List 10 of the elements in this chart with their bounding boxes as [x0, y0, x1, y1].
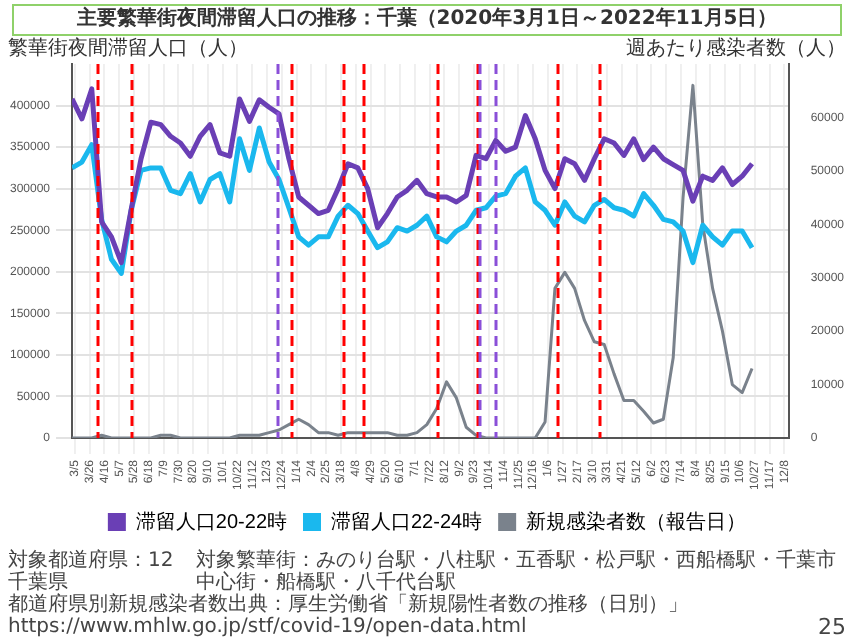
text: 都道府県別新規感染者数出典：厚生労働省「新規陽性者数の推移（日別）」https://www.mhlw.go.jp/stf/covid-19/open-data.html [8, 594, 690, 638]
legend-label: 滞留人口22-24時 [331, 509, 483, 534]
text: 25 [818, 614, 846, 640]
text: 対象都道府県：12 千葉県 [8, 550, 174, 594]
y2-axis-title: 週あたり感染者数（人） [626, 38, 846, 60]
legend-label: 滞留人口20-22時 [135, 509, 287, 534]
chart-title: 主要繁華街夜間滞留人口の推移：千葉（2020年3月1日～2022年11月5日） [12, 4, 842, 36]
text: 対象繁華街：みのり台駅・八柱駅・五香駅・松戸駅・西船橋駅・千葉市中心街・船橋駅・八千代台駅 [195, 550, 838, 594]
y-axis-title: 繁華街夜間滞留人口（人） [8, 38, 248, 60]
legend-label: 新規感染者数（報告日） [526, 509, 747, 534]
